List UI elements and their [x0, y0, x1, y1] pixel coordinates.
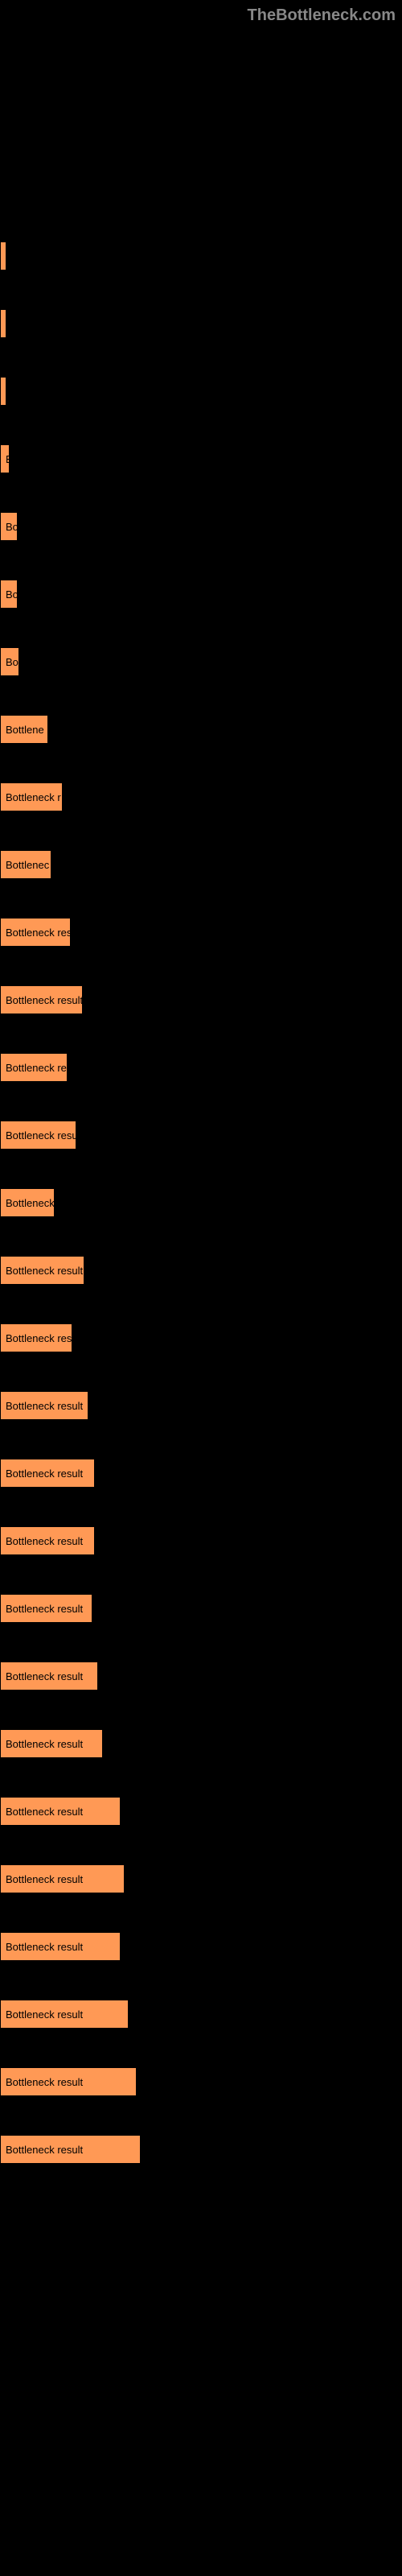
bar: Bo: [0, 580, 18, 609]
bar: Bottleneck res: [0, 1323, 72, 1352]
bar-row: Bottleneck res: [0, 1323, 402, 1352]
bar-row: Bo: [0, 647, 402, 676]
bar: Bottleneck r: [0, 782, 63, 811]
bar-row: Bottleneck result: [0, 985, 402, 1014]
bar-row: Bottlene: [0, 715, 402, 744]
bar-row: Bottleneck res: [0, 918, 402, 947]
bar-row: Bottleneck result: [0, 1932, 402, 1961]
bar-row: Bottleneck resu: [0, 1121, 402, 1150]
bar-row: Bottleneck result: [0, 1864, 402, 1893]
bar: Bottleneck result: [0, 1594, 92, 1623]
bar-row: [0, 242, 402, 270]
bar-row: [0, 377, 402, 406]
bar: Bottleneck result: [0, 1459, 95, 1488]
bar: Bottleneck result: [0, 1932, 121, 1961]
bar-row: Bottleneck result: [0, 1256, 402, 1285]
bar: Bottleneck result: [0, 1391, 88, 1420]
chart-container: B Bo Bo Bo Bottlene Bottleneck r Bottlenec Bott…: [0, 0, 402, 2164]
bar: Bottleneck: [0, 1188, 55, 1217]
bar: Bottleneck re: [0, 1053, 68, 1082]
bar-row: Bottleneck result: [0, 2135, 402, 2164]
bar: Bottleneck result: [0, 985, 83, 1014]
bar-row: Bottleneck result: [0, 1594, 402, 1623]
bar-row: Bottleneck result: [0, 2000, 402, 2029]
bar: Bottleneck result: [0, 2067, 137, 2096]
bar-row: Bo: [0, 512, 402, 541]
bar-row: Bottleneck result: [0, 1526, 402, 1555]
bar: Bottleneck resu: [0, 1121, 76, 1150]
bar: [0, 377, 6, 406]
bar-row: Bottleneck result: [0, 1662, 402, 1690]
bar-row: Bottleneck r: [0, 782, 402, 811]
bar: Bottleneck result: [0, 1729, 103, 1758]
watermark-text: TheBottleneck.com: [248, 6, 396, 25]
bar-row: Bottleneck result: [0, 1391, 402, 1420]
bar: Bottlene: [0, 715, 48, 744]
bar: Bottleneck result: [0, 1797, 121, 1826]
bar-row: Bottleneck result: [0, 1797, 402, 1826]
bar: Bottleneck result: [0, 2000, 129, 2029]
bar-row: Bottleneck re: [0, 1053, 402, 1082]
bar: [0, 309, 6, 338]
bar: Bo: [0, 647, 19, 676]
bar-row: Bottleneck result: [0, 2067, 402, 2096]
bar-row: [0, 309, 402, 338]
bar: Bottleneck res: [0, 918, 71, 947]
bar: [0, 242, 6, 270]
bar: Bo: [0, 512, 18, 541]
bar-row: Bottleneck: [0, 1188, 402, 1217]
bar: Bottlenec: [0, 850, 51, 879]
bar-row: Bottleneck result: [0, 1459, 402, 1488]
bar-row: Bottleneck result: [0, 1729, 402, 1758]
bar: B: [0, 444, 10, 473]
bar: Bottleneck result: [0, 1864, 125, 1893]
bar: Bottleneck result: [0, 1662, 98, 1690]
bar: Bottleneck result: [0, 1256, 84, 1285]
bar: Bottleneck result: [0, 2135, 141, 2164]
bar-row: Bottlenec: [0, 850, 402, 879]
bar: Bottleneck result: [0, 1526, 95, 1555]
bar-row: Bo: [0, 580, 402, 609]
bar-row: B: [0, 444, 402, 473]
